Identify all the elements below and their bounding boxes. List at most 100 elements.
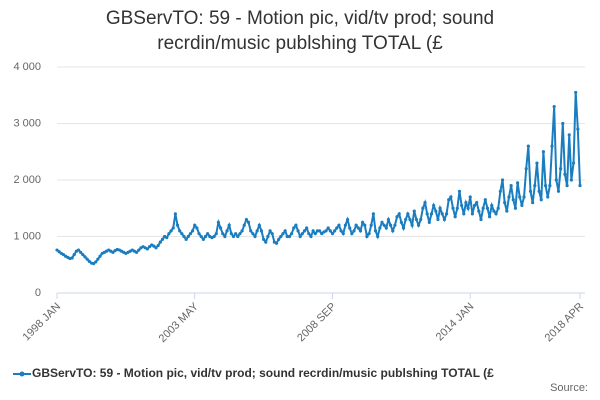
point [513,206,518,210]
point [221,232,225,236]
series-line [56,92,581,265]
point [488,215,492,219]
point [85,257,89,261]
point [363,223,367,227]
point [483,198,487,202]
point [479,217,483,222]
point [61,252,66,257]
point [365,234,369,239]
point [535,161,539,165]
point [184,237,188,241]
point [356,226,360,230]
point [186,234,190,239]
point [442,217,447,222]
point [330,232,335,236]
point [180,232,184,236]
point [378,226,382,230]
point [524,167,528,171]
point [574,90,578,95]
point [531,201,535,205]
point [135,250,139,254]
x-tick-label: 2014 JAN [434,301,477,344]
point [178,229,182,233]
point [412,209,416,213]
point [145,247,149,251]
point [395,215,399,219]
y-tick-label: 4 000 [13,61,41,73]
point [244,217,248,222]
point [234,232,238,236]
y-tick-label: 0 [35,287,41,299]
point [358,229,363,233]
point [550,144,554,148]
x-tick-label: 2003 MAY [157,300,202,345]
point [249,229,253,233]
point [55,248,59,252]
point [193,223,197,227]
point [401,226,406,230]
point [496,206,500,210]
point [384,226,388,230]
point [515,181,520,185]
point [333,229,337,233]
point [436,217,440,222]
point [466,206,470,210]
point [414,217,419,222]
point [169,229,173,233]
point [251,232,255,236]
point [300,232,304,236]
point [313,232,317,236]
point [302,229,307,233]
point [190,229,195,233]
point [287,234,292,239]
point [328,229,332,233]
point [270,232,274,236]
point [246,220,251,224]
point [264,240,268,244]
point [296,229,300,233]
point [242,223,246,227]
point [477,209,481,213]
point [259,229,264,233]
point [335,226,339,230]
point [397,212,401,216]
point [563,172,567,176]
point [345,217,350,222]
point [468,195,472,199]
point [231,234,236,239]
point [339,229,343,233]
point [520,203,524,208]
point [266,234,270,239]
point [317,229,322,233]
point [268,229,272,233]
point [94,260,98,264]
point [511,198,515,202]
point [462,212,466,216]
point [175,223,180,227]
point [518,195,522,199]
point [96,257,100,261]
point [309,234,313,239]
point [326,226,330,230]
point [294,223,298,227]
point [203,234,208,239]
point [554,178,558,182]
point [171,226,175,230]
point [492,209,496,213]
point [214,232,218,236]
point [427,220,431,224]
point [76,248,81,252]
y-tick-label: 1 000 [13,230,41,242]
point [257,223,261,227]
point [561,121,565,126]
point [425,212,429,216]
point [444,212,449,216]
point [352,229,356,233]
point [72,252,76,257]
point [528,189,533,193]
point [569,178,573,182]
point [485,206,490,210]
point [218,226,223,230]
point [380,220,384,224]
